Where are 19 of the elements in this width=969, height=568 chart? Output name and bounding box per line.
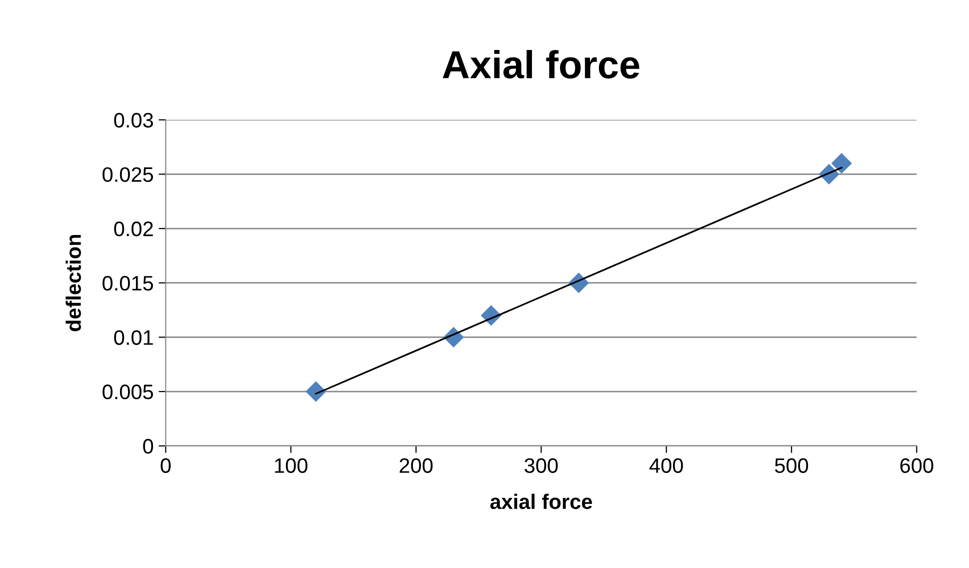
x-tick-label: 0 — [160, 458, 171, 473]
y-axis-title: deflection — [66, 234, 81, 332]
x-tick-label: 400 — [649, 458, 683, 473]
point — [831, 153, 852, 174]
y-tick-label: 0.015 — [102, 276, 154, 291]
y-tick-label: 0.02 — [114, 222, 153, 236]
x-tick-label: 100 — [275, 458, 308, 473]
chart-title: Axial force — [442, 50, 640, 79]
x-tick-label: 500 — [774, 458, 808, 473]
x-tick-label: 600 — [900, 458, 934, 473]
x-axis-title: axial force — [490, 494, 592, 510]
x-tick-label: 200 — [400, 458, 433, 473]
y-tick-label: 0.005 — [102, 384, 154, 400]
point — [306, 381, 326, 402]
y-tick-label: 0.03 — [114, 112, 153, 128]
y-tick-label: 0.01 — [114, 330, 153, 345]
y-tick-label: 0 — [143, 438, 154, 454]
x-tick-label: 300 — [524, 458, 558, 473]
y-tick-label: 0.025 — [102, 167, 154, 182]
